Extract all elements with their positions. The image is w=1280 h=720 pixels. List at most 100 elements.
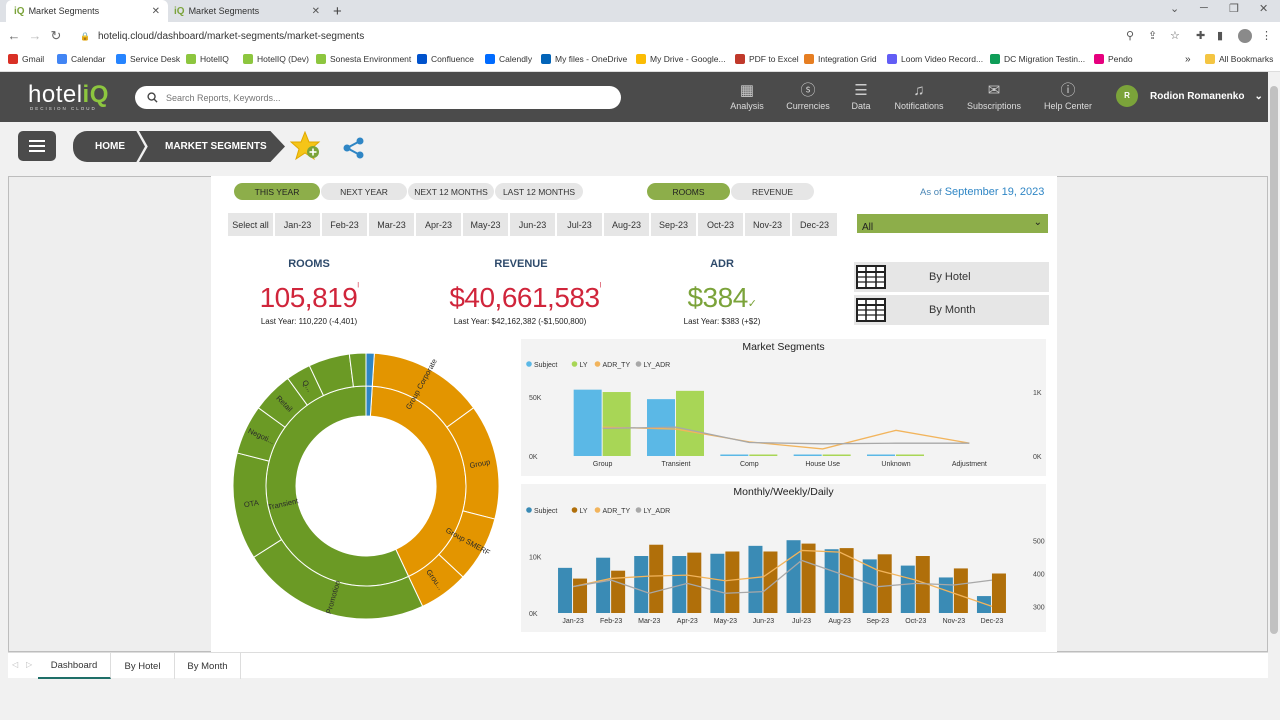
bar-ly[interactable] (649, 544, 664, 613)
bar-ly[interactable] (896, 454, 924, 457)
bar-ly[interactable] (915, 556, 930, 613)
minimize-icon[interactable]: ─ (1200, 2, 1208, 14)
back-icon[interactable]: ← (7, 28, 21, 43)
close-window-icon[interactable]: ✕ (1259, 3, 1269, 15)
bar-ly[interactable] (749, 454, 778, 457)
bar-subject[interactable] (596, 557, 611, 613)
search-bar[interactable] (135, 86, 621, 109)
bookmark-item[interactable]: Calendar (57, 54, 106, 64)
bar-subject[interactable] (573, 389, 602, 456)
close-icon[interactable]: ✕ (311, 5, 320, 17)
breadcrumb-home[interactable]: HOME (73, 131, 145, 162)
bar-subject[interactable] (900, 565, 915, 613)
tab-by-hotel[interactable]: By Hotel (111, 653, 175, 679)
line-ly_adr[interactable] (602, 426, 970, 445)
forward-icon[interactable]: → (28, 28, 42, 43)
bookmark-item[interactable]: Loom Video Record... (887, 54, 983, 64)
browser-tab[interactable]: iQ Market Segments ✕ (166, 0, 328, 22)
chevron-left-icon[interactable]: ◁ (12, 660, 19, 669)
browser-profile-avatar[interactable] (1238, 29, 1252, 43)
bookmark-item[interactable]: Confluence (417, 54, 474, 64)
favorite-add-star-icon[interactable] (290, 131, 324, 163)
month-option[interactable]: Sep-23 (651, 213, 698, 236)
measure-revenue[interactable]: REVENUE (731, 183, 814, 200)
filter-last-12-months[interactable]: LAST 12 MONTHS (495, 183, 583, 200)
bookmark-item[interactable]: HotelIQ (186, 54, 229, 64)
nav-notifications[interactable]: ♫ Notifications (891, 82, 947, 111)
bar-subject[interactable] (720, 454, 749, 457)
month-option[interactable]: Nov-23 (745, 213, 792, 236)
scrollbar-thumb[interactable] (1270, 86, 1278, 634)
nav-analysis[interactable]: ▦ Analysis (727, 82, 767, 111)
bookmark-item[interactable]: Gmail (8, 54, 44, 64)
browser-menu-icon[interactable]: ⋮ (1261, 30, 1272, 42)
bar-ly[interactable] (763, 551, 778, 613)
month-option[interactable]: Jan-23 (275, 213, 322, 236)
nav-subscriptions[interactable]: ✉ Subscriptions (964, 82, 1024, 111)
bar-ly[interactable] (801, 543, 816, 613)
line-adr_ty[interactable] (602, 426, 970, 450)
nav-data[interactable]: ☰ Data (848, 82, 874, 111)
month-option[interactable]: Aug-23 (604, 213, 651, 236)
all-bookmarks-button[interactable]: All Bookmarks (1205, 54, 1273, 64)
nav-help-center[interactable]: ⓘ Help Center (1043, 82, 1093, 111)
month-option[interactable]: Jul-23 (557, 213, 604, 236)
bar-subject[interactable] (786, 540, 801, 613)
by-month-button[interactable]: By Month (854, 295, 1049, 325)
month-option[interactable]: Mar-23 (369, 213, 416, 236)
month-option[interactable]: Feb-23 (322, 213, 369, 236)
bar-ly[interactable] (991, 573, 1006, 614)
close-icon[interactable]: ✕ (151, 5, 160, 17)
bar-subject[interactable] (862, 559, 877, 613)
bookmark-item[interactable]: PDF to Excel (735, 54, 799, 64)
month-option[interactable]: Dec-23 (792, 213, 839, 236)
bar-subject[interactable] (976, 596, 991, 613)
url-field[interactable]: 🔒 hoteliq.cloud/dashboard/market-segment… (80, 25, 1185, 47)
zoom-icon[interactable]: ⚲ (1126, 30, 1135, 42)
page-scrollbar[interactable] (1268, 72, 1280, 720)
bookmark-item[interactable]: DC Migration Testin... (990, 54, 1085, 64)
share-icon[interactable] (342, 136, 366, 160)
month-option[interactable]: May-23 (463, 213, 510, 236)
filter-next-year[interactable]: NEXT YEAR (321, 183, 407, 200)
line-adr_ty[interactable] (572, 549, 993, 608)
bar-subject[interactable] (558, 567, 573, 613)
bar-ly[interactable] (953, 568, 968, 613)
month-option[interactable]: Oct-23 (698, 213, 745, 236)
breadcrumb-market-segments[interactable]: MARKET SEGMENTS (139, 131, 285, 162)
filter-this-year[interactable]: THIS YEAR (234, 183, 320, 200)
bookmark-item[interactable]: Sonesta Environment (316, 54, 411, 64)
filter-next-12-months[interactable]: NEXT 12 MONTHS (408, 183, 494, 200)
bar-ly[interactable] (676, 390, 704, 456)
bar-subject[interactable] (824, 549, 839, 613)
new-tab-button[interactable]: + (333, 3, 342, 20)
bar-ly[interactable] (573, 578, 588, 613)
bar-subject[interactable] (710, 553, 725, 613)
tab-by-month[interactable]: By Month (175, 653, 241, 679)
hotel-dropdown[interactable]: All ⌄ (857, 214, 1048, 233)
bookmark-item[interactable]: My files - OneDrive (541, 54, 627, 64)
nav-currencies[interactable]: ⓢ Currencies (784, 82, 832, 111)
month-option[interactable]: Apr-23 (416, 213, 463, 236)
bookmark-item[interactable]: HotelIQ (Dev) (243, 54, 309, 64)
bar-subject[interactable] (867, 454, 895, 457)
bookmark-star-icon[interactable]: ☆ (1170, 30, 1180, 42)
bar-subject[interactable] (672, 556, 687, 613)
bar-ly[interactable] (822, 454, 851, 457)
month-select-all[interactable]: Select all (228, 213, 275, 236)
monthly-plot[interactable]: Subject LY ADR_TY LY_ADR 10K 0K 500 400 300 Jan-2… (521, 484, 1046, 632)
bar-ly[interactable] (687, 552, 702, 613)
bookmark-item[interactable]: Integration Grid (804, 54, 877, 64)
bar-subject[interactable] (938, 577, 953, 613)
bar-subject[interactable] (748, 545, 763, 613)
reload-icon[interactable]: ↻ (50, 28, 62, 43)
user-menu[interactable]: R Rodion Romanenko ⌄ (1116, 85, 1263, 107)
by-hotel-button[interactable]: By Hotel (854, 262, 1049, 292)
bookmark-item[interactable]: Pendo (1094, 54, 1133, 64)
bookmark-item[interactable]: Calendly (485, 54, 532, 64)
bookmarks-more-button[interactable]: » (1185, 54, 1191, 65)
month-option[interactable]: Jun-23 (510, 213, 557, 236)
tab-dashboard[interactable]: Dashboard (38, 653, 111, 679)
side-panel-icon[interactable]: ▮ (1217, 30, 1224, 42)
